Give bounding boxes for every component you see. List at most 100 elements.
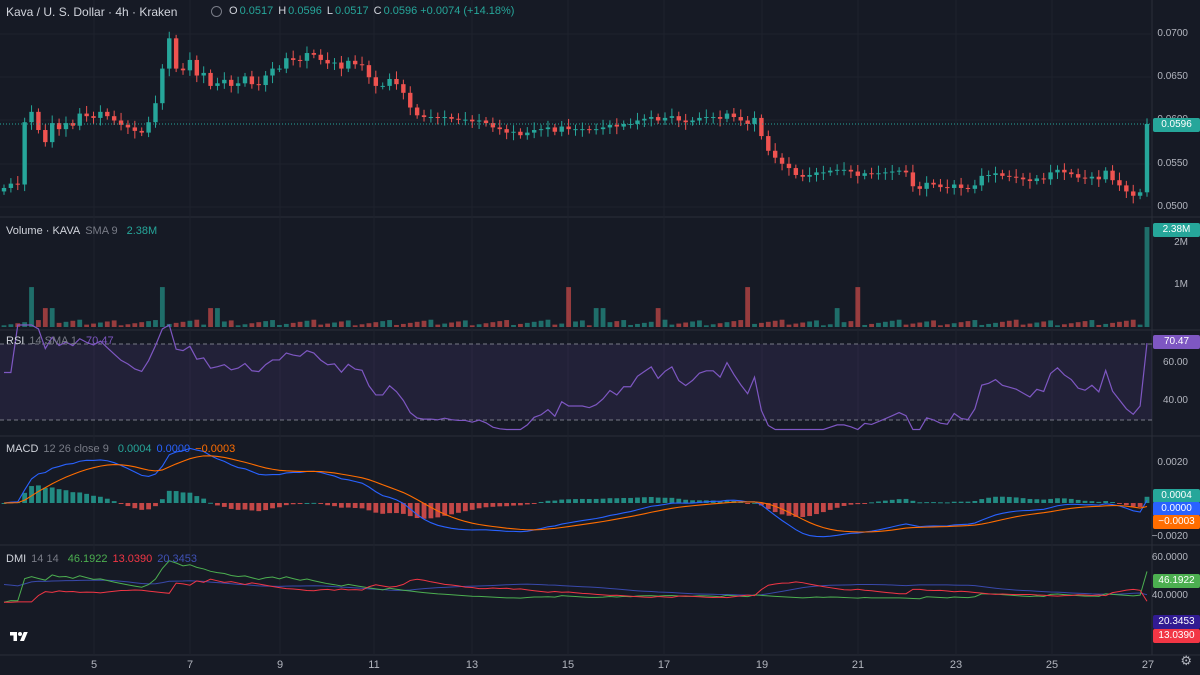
macd-histogram-bar — [841, 503, 847, 506]
macd-histogram-bar — [697, 500, 702, 503]
macd-line-tag: 0.0000 — [1153, 502, 1200, 516]
time-axis-label: 17 — [657, 659, 671, 671]
volume-bar — [1075, 322, 1081, 327]
volume-bar — [841, 322, 847, 327]
macd-histogram-bar — [965, 501, 971, 503]
rsi-params: 14 SMA 1 — [29, 335, 78, 347]
macd-histogram-bar — [993, 496, 998, 503]
volume-bar — [277, 324, 282, 327]
macd-histogram-bar — [146, 503, 151, 510]
candle-body — [793, 168, 799, 175]
symbol-legend[interactable]: Kava / U. S. Dollar · 4h · Kraken — [6, 5, 177, 19]
macd-histogram-bar — [29, 486, 34, 503]
volume-bar — [738, 320, 744, 327]
volume-bar — [146, 321, 151, 327]
volume-bar — [903, 324, 909, 327]
candle-body — [711, 117, 716, 119]
time-axis-label: 15 — [561, 659, 575, 671]
candle-body — [593, 129, 599, 131]
candle-body — [1124, 185, 1129, 192]
macd-histogram-bar — [338, 503, 344, 508]
macd-histogram-bar — [400, 503, 406, 514]
volume-bar — [242, 324, 248, 327]
candle-body — [876, 173, 881, 175]
macd-line-value: 0.0000 — [156, 443, 191, 455]
candle-body — [607, 124, 613, 128]
macd-histogram-bar — [607, 498, 613, 503]
volume-bar — [765, 321, 771, 327]
macd-signal-line — [3, 455, 1148, 533]
settings-gear-icon[interactable]: ⚙ — [1180, 653, 1192, 668]
dmi-plus-line — [3, 560, 1148, 603]
candle-body — [896, 170, 902, 172]
candle-body — [180, 68, 186, 71]
volume-bar — [249, 323, 255, 327]
time-axis-label: 5 — [90, 659, 98, 671]
candle-body — [8, 183, 14, 188]
candle-body — [387, 78, 392, 86]
volume-bar — [373, 322, 379, 327]
volume-bar — [1096, 324, 1102, 327]
volume-bar — [958, 322, 964, 327]
macd-histogram-bar — [118, 503, 124, 504]
macd-histogram-bar — [166, 490, 172, 503]
macd-histogram-bar — [1110, 501, 1115, 503]
macd-histogram-bar — [573, 499, 578, 503]
volume-bar — [1137, 324, 1143, 327]
volume-bar — [283, 323, 289, 327]
macd-histogram-bar — [215, 503, 220, 506]
candle-body — [635, 120, 640, 124]
market-status-icon — [211, 5, 222, 17]
volume-bar — [676, 323, 682, 327]
volume-bar — [669, 324, 675, 327]
volume-bar — [779, 319, 785, 327]
macd-histogram-bar — [139, 503, 145, 510]
volume-legend[interactable]: Volume · KAVA SMA 9 2.38M — [6, 225, 157, 237]
macd-legend[interactable]: MACD 12 26 close 9 0.0004 0.0000 −0.0003 — [6, 443, 235, 455]
macd-histogram-bar — [552, 500, 558, 503]
candle-body — [965, 187, 971, 189]
macd-histogram-bar — [435, 503, 441, 518]
volume-label: Volume · KAVA — [6, 225, 81, 237]
candle-body — [29, 111, 34, 123]
volume-bar — [414, 321, 420, 327]
macd-axis-label: −0.0020 — [1151, 531, 1188, 542]
macd-histogram-bar — [834, 503, 840, 508]
macd-histogram-bar — [270, 503, 275, 509]
candle-body — [1103, 170, 1108, 180]
candle-body — [187, 59, 193, 71]
macd-histogram-bar — [421, 503, 427, 519]
candle-body — [139, 130, 144, 133]
volume-bar — [579, 320, 585, 327]
macd-histogram-bar — [235, 503, 241, 510]
tradingview-logo-icon[interactable] — [8, 630, 30, 644]
rsi-legend[interactable]: RSI 14 SMA 1 70.47 — [6, 335, 114, 347]
candle-body — [242, 76, 248, 84]
volume-bar — [655, 308, 661, 327]
volume-bar — [180, 321, 186, 327]
volume-bar — [421, 320, 427, 327]
candle-body — [841, 169, 847, 171]
macd-histogram-bar — [1103, 501, 1109, 503]
volume-bar — [724, 322, 730, 327]
macd-histogram-bar — [462, 503, 468, 512]
macd-histogram-bar — [352, 503, 358, 508]
macd-histogram-bar — [428, 503, 434, 519]
volume-tag: 2.38M — [1153, 223, 1200, 237]
candle-body — [883, 172, 888, 174]
macd-histogram-bar — [1117, 503, 1122, 504]
volume-bar — [407, 322, 413, 327]
dmi-legend[interactable]: DMI 14 14 46.1922 13.0390 20.3453 — [6, 553, 197, 565]
candle-body — [752, 117, 757, 124]
macd-histogram-bar — [201, 498, 207, 503]
rsi-tag: 70.47 — [1153, 335, 1200, 349]
macd-histogram-bar — [297, 503, 303, 505]
macd-histogram-bar — [944, 502, 950, 504]
volume-bar — [311, 319, 317, 327]
macd-histogram-bar — [511, 503, 516, 506]
candle-body — [979, 175, 984, 186]
macd-histogram-bar — [586, 499, 592, 503]
candle-body — [394, 78, 399, 85]
candle-body — [525, 132, 530, 136]
